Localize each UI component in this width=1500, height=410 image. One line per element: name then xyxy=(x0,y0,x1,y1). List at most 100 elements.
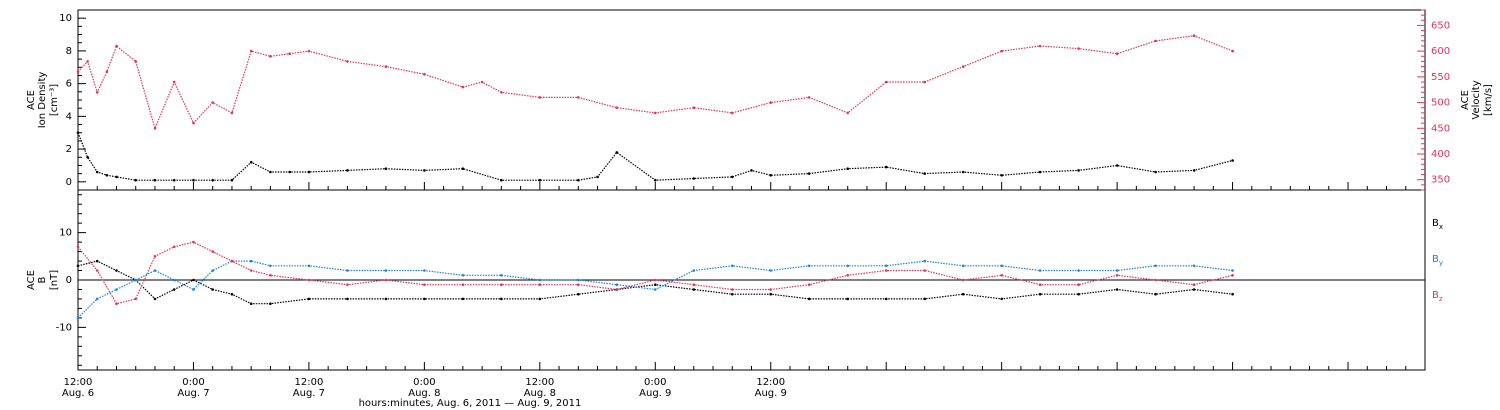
bx-point xyxy=(846,297,849,301)
density-point xyxy=(923,172,926,175)
by-point xyxy=(923,259,926,263)
density-point xyxy=(615,151,619,154)
velocity-axis-ticks: 350 400 450 500 550 600 650 xyxy=(1417,9,1450,191)
bz-point xyxy=(307,278,311,282)
velocity-point xyxy=(134,60,137,63)
velocity-point xyxy=(769,101,772,104)
by-point xyxy=(769,269,772,272)
by-point xyxy=(192,288,195,291)
density-point xyxy=(230,178,234,182)
bx-point xyxy=(1038,292,1042,296)
velocity-axis-label: ACE Velocity [km/s] xyxy=(1460,80,1494,119)
velocity-point xyxy=(615,106,619,109)
velocity-point xyxy=(172,80,176,84)
density-point xyxy=(807,172,811,175)
legend-bz-sub: z xyxy=(1439,295,1443,303)
velocity-point xyxy=(1077,47,1080,50)
density-point xyxy=(384,167,388,170)
velocity-point xyxy=(577,96,580,99)
bz-point xyxy=(1231,274,1234,277)
date-tick-label: Aug. 7 xyxy=(177,388,209,399)
legend-bx-sub: x xyxy=(1439,223,1443,231)
by-trace xyxy=(77,260,1233,319)
velocity-point xyxy=(105,70,109,73)
density-point xyxy=(211,178,214,182)
legend-bx-main: B xyxy=(1432,218,1439,229)
by-point xyxy=(172,278,176,282)
bx-point xyxy=(307,297,311,301)
bz-point xyxy=(884,269,888,272)
density-point xyxy=(577,178,580,182)
by-point xyxy=(153,269,157,272)
bz-point xyxy=(461,283,465,287)
time-tick-label: 0:00 xyxy=(644,377,666,388)
time-tick-label: 0:00 xyxy=(182,377,204,388)
velocity-point xyxy=(1154,39,1157,43)
velocity-point xyxy=(211,101,214,104)
density-tick-label: 0 xyxy=(66,177,72,188)
time-tick-label: 12:00 xyxy=(295,377,324,388)
density-point xyxy=(1192,169,1196,172)
velocity-point xyxy=(923,80,926,84)
by-point xyxy=(1077,269,1080,272)
velocity-point xyxy=(288,52,292,55)
density-point xyxy=(134,178,137,182)
bx-point xyxy=(1231,292,1234,296)
velocity-point xyxy=(500,91,503,94)
velocity-point xyxy=(480,80,484,84)
velocity-point xyxy=(423,73,426,76)
bz-point xyxy=(961,278,965,282)
velocity-tick-label: 450 xyxy=(1431,123,1450,134)
by-point xyxy=(249,259,253,263)
by-point xyxy=(346,269,349,272)
by-point xyxy=(692,269,696,272)
velocity-tick-label: 650 xyxy=(1431,20,1450,31)
velocity-point xyxy=(230,111,234,115)
density-point xyxy=(249,160,253,164)
by-point xyxy=(1000,264,1003,268)
bz-point xyxy=(654,278,657,282)
by-point xyxy=(269,264,272,268)
bz-point xyxy=(1000,274,1003,277)
by-point xyxy=(384,269,388,272)
velocity-point xyxy=(846,111,849,115)
by-point xyxy=(538,278,542,282)
bx-point xyxy=(211,288,214,291)
by-series xyxy=(76,259,1234,320)
velocity-point xyxy=(115,44,118,48)
bottom-panel-series xyxy=(76,240,1234,320)
by-point xyxy=(615,283,619,287)
bz-point xyxy=(95,269,99,272)
velocity-point xyxy=(86,60,89,63)
bx-point xyxy=(884,297,888,301)
bz-point xyxy=(172,245,176,249)
density-point xyxy=(654,178,657,182)
by-point xyxy=(1231,269,1234,272)
bx-point xyxy=(692,288,696,291)
density-point xyxy=(961,170,965,174)
bz-point xyxy=(230,259,234,263)
velocity-tick-label: 500 xyxy=(1431,98,1450,109)
by-point xyxy=(1038,269,1042,272)
velocity-point xyxy=(1038,44,1042,48)
top-panel-series xyxy=(76,34,1234,182)
velocity-point xyxy=(346,60,349,63)
density-point xyxy=(192,178,195,182)
density-axis-label: ACE Ion Density [cm⁻³] xyxy=(26,72,60,129)
bz-point xyxy=(423,283,426,287)
density-tick-label: 6 xyxy=(66,79,72,90)
density-point xyxy=(172,178,176,182)
bz-point xyxy=(1154,278,1157,282)
density-point xyxy=(750,169,753,172)
by-point xyxy=(961,264,965,268)
density-point xyxy=(76,131,80,134)
legend-bx: Bx xyxy=(1432,218,1443,231)
b-tick-label: 0 xyxy=(66,275,72,286)
velocity-point xyxy=(95,91,99,94)
density-point xyxy=(269,170,272,174)
density-point xyxy=(461,167,465,170)
density-point xyxy=(288,170,292,174)
bz-point xyxy=(1115,274,1119,277)
